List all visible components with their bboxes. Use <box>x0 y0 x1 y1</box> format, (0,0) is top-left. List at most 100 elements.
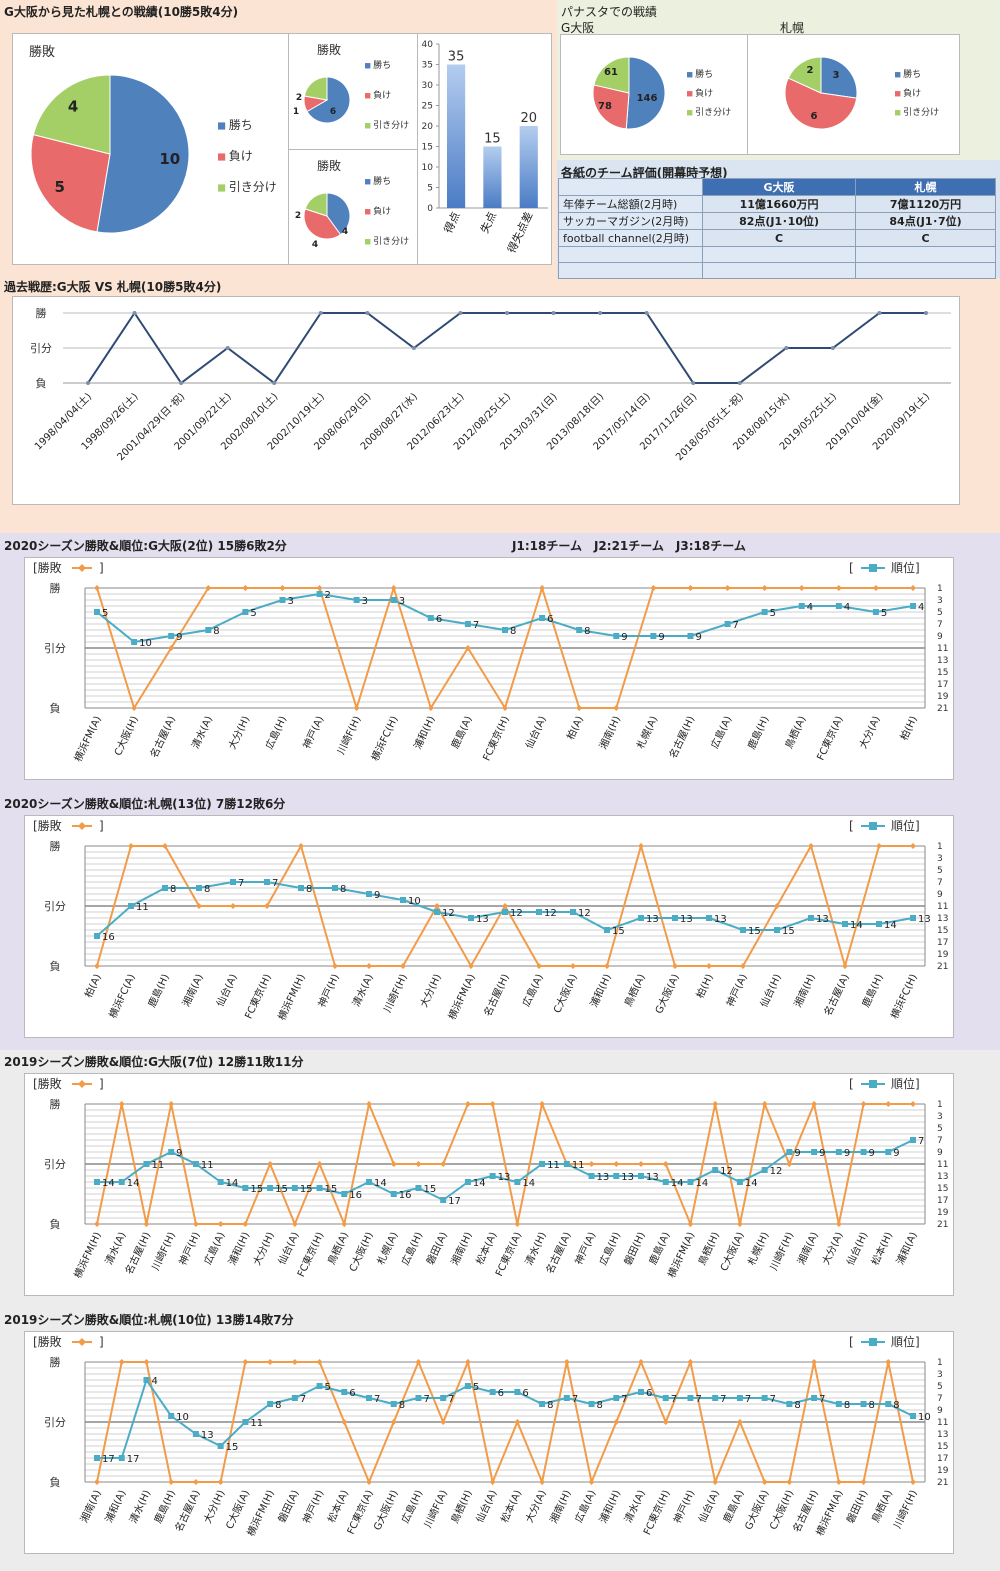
result-point <box>613 1419 619 1425</box>
x-tick-label: 清水(A) <box>621 1488 647 1525</box>
legend-rank-marker <box>869 1080 877 1088</box>
result-point <box>650 585 656 591</box>
eval-head-gosaka: G大阪 <box>703 179 856 196</box>
result-point <box>292 1359 298 1365</box>
rank-value-label: 9 <box>176 632 182 643</box>
result-point <box>341 1419 347 1425</box>
y2-tick-label: 9 <box>937 1148 943 1158</box>
y2-tick-label: 1 <box>937 842 943 852</box>
legend-result-label: [勝敗 <box>33 560 62 575</box>
result-point <box>564 1359 570 1365</box>
rank-value-label: 8 <box>844 1400 850 1411</box>
x-tick-label: 仙台(A) <box>275 1230 301 1267</box>
rank-value-label: 11 <box>250 1418 263 1429</box>
y2-tick-label: 19 <box>937 1466 949 1476</box>
result-point <box>366 1479 372 1485</box>
x-tick-label: 清水(A) <box>349 972 375 1009</box>
rank-value-label: 7 <box>374 1394 380 1405</box>
x-tick-label: 仙台(A) <box>695 1488 721 1525</box>
legend-label: 引き分け <box>903 107 939 118</box>
rank-value-label: 6 <box>498 1388 504 1399</box>
y-tick-label: 負 <box>50 960 61 973</box>
rank-value-label: 14 <box>745 1178 758 1189</box>
rank-point <box>564 1161 570 1167</box>
x-tick-label: FC東京(H) <box>480 714 512 763</box>
rank-value-label: 15 <box>275 1184 288 1195</box>
season-title-1: 2020シーズン勝敗&順位:G大阪(2位) 15勝6敗2分 <box>4 537 287 554</box>
rank-point <box>613 1173 619 1179</box>
rank-point <box>193 1161 199 1167</box>
season-chart-2020-gosaka: [勝敗][順位]13579111315171921勝引分負510985323 36… <box>25 558 955 781</box>
rank-value-label: 7 <box>423 1394 429 1405</box>
bar <box>520 126 538 208</box>
y-tick-label: 負 <box>50 702 61 715</box>
history-point <box>179 381 183 385</box>
pie-value-label: 2 <box>296 93 302 103</box>
x-tick-label: 神戸(A) <box>572 1230 598 1267</box>
rank-value-label: 13 <box>816 914 829 925</box>
x-tick-label: 湘南(A) <box>77 1488 103 1525</box>
result-point <box>317 585 323 591</box>
season-chart-2019-gosaka: [勝敗][順位]13579111315171921勝引分負14 141191114… <box>25 1074 955 1297</box>
result-point <box>366 963 372 969</box>
legend-rank-marker <box>869 1338 877 1346</box>
rank-point <box>242 609 248 615</box>
pie-value-label: 146 <box>637 93 658 104</box>
y2-tick-label: 11 <box>937 902 948 912</box>
rank-value-label: 5 <box>881 608 887 619</box>
x-tick-label: 浦和(H) <box>587 972 614 1010</box>
y2-tick-label: 21 <box>937 962 948 972</box>
result-point <box>332 963 338 969</box>
result-point <box>663 1161 669 1167</box>
pie-value-label: 4 <box>342 227 348 237</box>
y2-tick-label: 1 <box>937 1100 943 1110</box>
y-tick-label: 40 <box>422 40 434 50</box>
eval-head-sapporo: 札幌 <box>856 179 996 196</box>
rank-point <box>279 597 285 603</box>
x-tick-label: 磐田(A) <box>423 1230 449 1267</box>
result-point <box>317 1161 323 1167</box>
history-point <box>272 381 276 385</box>
y2-tick-label: 1 <box>937 584 943 594</box>
rank-point <box>490 1173 496 1179</box>
rank-value-label: 13 <box>621 1172 634 1183</box>
eval-blank-row <box>559 247 996 263</box>
result-point <box>267 1359 273 1365</box>
bar-value-label: 35 <box>448 50 465 65</box>
rank-value-label: 9 <box>658 632 664 643</box>
rank-point <box>341 1389 347 1395</box>
result-point <box>876 843 882 849</box>
rank-point <box>687 633 693 639</box>
rank-value-label: 8 <box>869 1400 875 1411</box>
y-tick-label: 勝 <box>50 1355 61 1369</box>
legend-label: 引き分け <box>695 107 731 118</box>
x-tick-label: 札幌(H) <box>745 1230 772 1268</box>
league-teams-note: J1:18チーム J2:21チーム J3:18チーム <box>512 537 746 554</box>
x-tick-label: C大阪(A) <box>550 972 579 1015</box>
result-point <box>539 1101 545 1107</box>
rank-point <box>514 1389 520 1395</box>
y-tick-label: 15 <box>422 143 433 153</box>
y2-tick-label: 15 <box>937 1442 948 1452</box>
x-tick-label: C大阪(H) <box>111 714 141 758</box>
rank-point <box>737 1179 743 1185</box>
result-point <box>663 1419 669 1425</box>
bar-panel: 0 5 10 15 20 25 30 35 40 35 得点 15 失点 20 得失点差 <box>417 33 552 265</box>
pie-value-label: 2 <box>295 211 301 221</box>
rank-value-label: 12 <box>578 908 591 919</box>
rank-value-label: 8 <box>399 1400 405 1411</box>
panasuta-title: パナスタでの戦績 <box>561 3 657 20</box>
legend-rank-label: 順位] <box>891 1334 920 1349</box>
result-point <box>836 1221 842 1227</box>
rank-point <box>876 921 882 927</box>
rank-value-label: 17 <box>448 1196 461 1207</box>
x-tick-label: 横浜FC(H) <box>888 972 920 1021</box>
result-point <box>638 843 644 849</box>
result-point <box>490 1101 496 1107</box>
x-tick-label: 清水(H) <box>522 1230 549 1268</box>
legend-swatch <box>895 72 900 77</box>
rank-value-label: 14 <box>695 1178 708 1189</box>
pie-slice <box>304 77 327 100</box>
y-tick-label: 負 <box>50 1476 61 1489</box>
